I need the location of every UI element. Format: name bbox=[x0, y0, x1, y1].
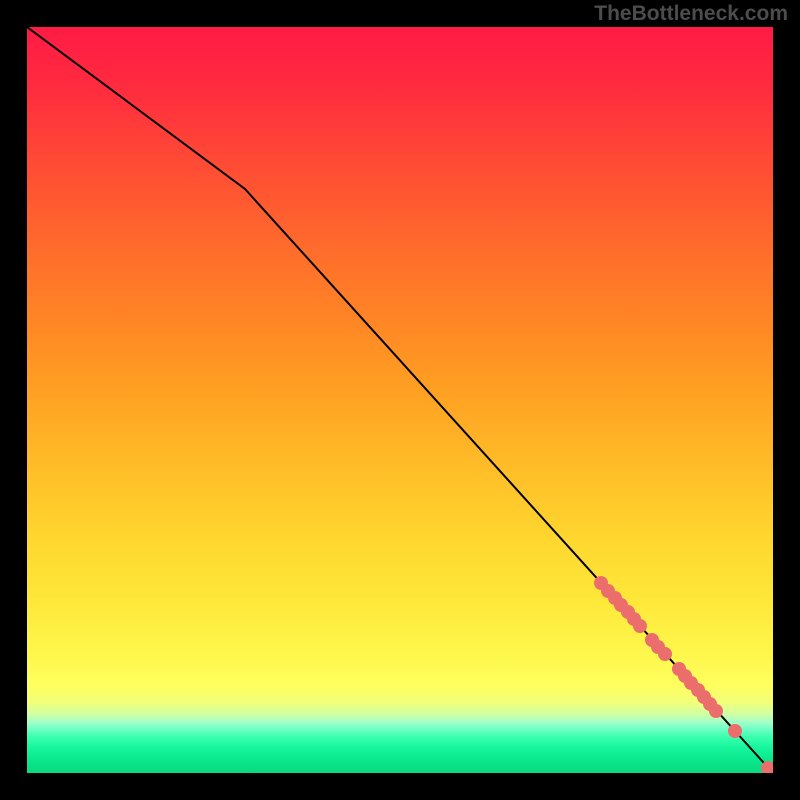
data-marker bbox=[709, 704, 723, 718]
data-marker bbox=[633, 619, 647, 633]
watermark-text: TheBottleneck.com bbox=[594, 2, 788, 26]
trend-line bbox=[27, 27, 773, 773]
chart-overlay bbox=[27, 27, 773, 773]
plot-area bbox=[27, 27, 773, 773]
data-marker bbox=[658, 647, 672, 661]
data-marker bbox=[728, 724, 742, 738]
